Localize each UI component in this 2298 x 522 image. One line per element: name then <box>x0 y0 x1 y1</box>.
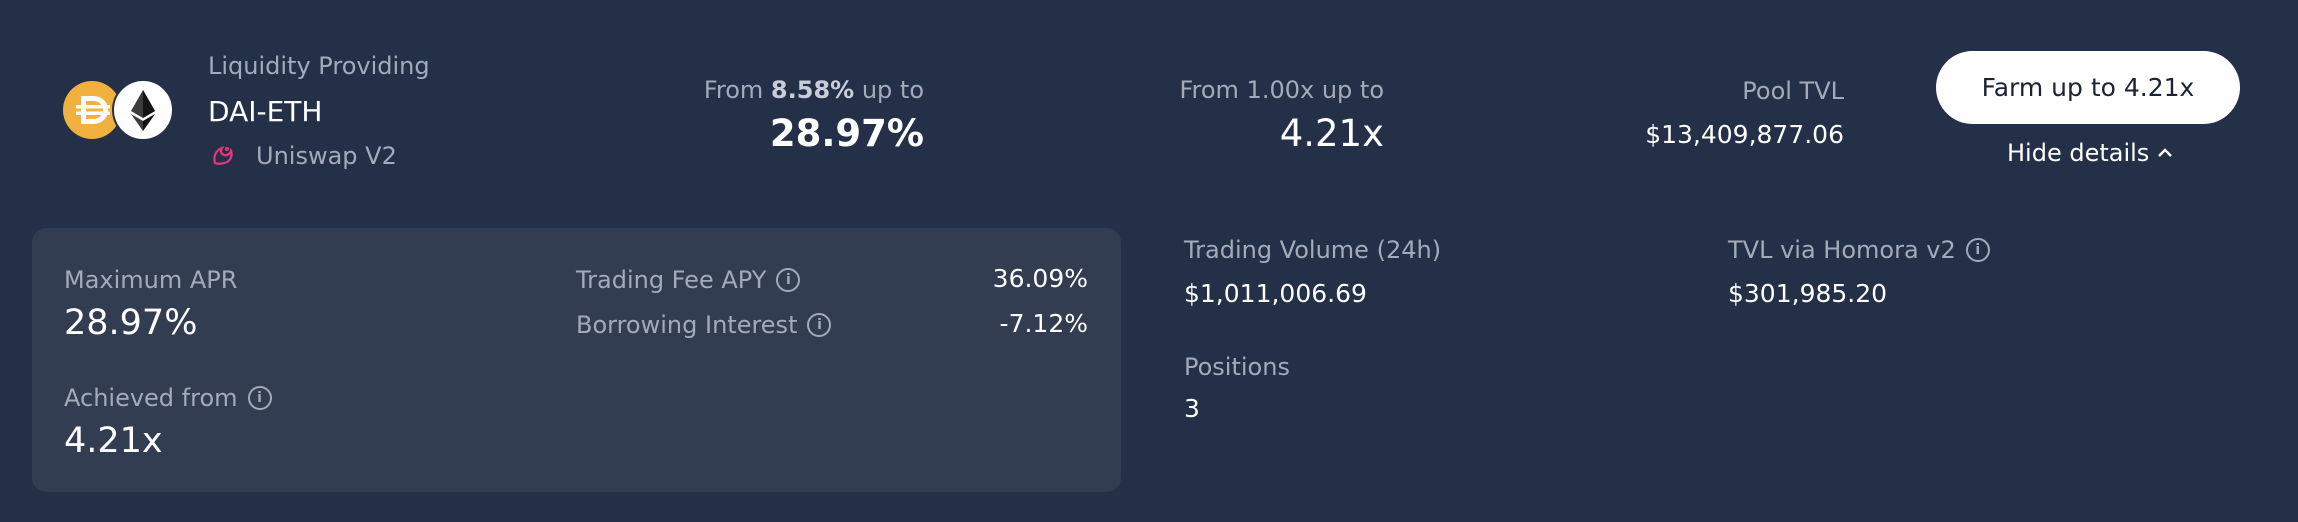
hide-details-toggle[interactable]: Hide details <box>2007 139 2173 167</box>
apr-min-value: 8.58% <box>770 76 855 104</box>
pool-tvl-label: Pool TVL <box>1742 77 1844 105</box>
borrowing-interest-label: Borrowing Interest i <box>576 311 832 339</box>
chevron-up-icon <box>2158 148 2173 157</box>
max-apr-value: 28.97% <box>64 303 198 343</box>
homora-tvl-value: $301,985.20 <box>1728 279 1888 308</box>
info-icon[interactable]: i <box>807 313 832 337</box>
apr-details-panel: Maximum APR 28.97% Achieved from i 4.21x… <box>32 228 1121 492</box>
info-icon[interactable]: i <box>247 386 272 410</box>
hide-details-label: Hide details <box>2007 139 2150 167</box>
leverage-range-label: From 1.00x up to <box>1179 76 1384 104</box>
trading-fee-value: 36.09% <box>992 264 1088 293</box>
pool-tvl-value: $13,409,877.06 <box>1645 120 1844 149</box>
apr-max-value: 28.97% <box>769 112 924 155</box>
homora-tvl-label: TVL via Homora v2 i <box>1728 236 1990 264</box>
leverage-max-value: 4.21x <box>1279 112 1384 155</box>
pool-category: Liquidity Providing <box>208 52 430 80</box>
info-icon[interactable]: i <box>776 268 801 292</box>
dex-name: Uniswap V2 <box>256 142 397 170</box>
positions-value: 3 <box>1184 394 1200 423</box>
trading-volume-value: $1,011,006.69 <box>1184 279 1367 308</box>
eth-token-icon <box>112 79 174 141</box>
farm-button[interactable]: Farm up to 4.21x <box>1936 51 2240 124</box>
pair-name: DAI-ETH <box>208 95 323 128</box>
borrowing-interest-value: -7.12% <box>999 309 1088 338</box>
trading-fee-label: Trading Fee APY i <box>576 266 801 294</box>
apr-range-label: From 8.58% up to <box>703 76 924 104</box>
dai-token-icon <box>63 81 121 139</box>
achieved-from-label: Achieved from i <box>64 384 272 412</box>
trading-volume-label: Trading Volume (24h) <box>1184 236 1442 264</box>
positions-label: Positions <box>1184 353 1290 381</box>
uniswap-icon <box>210 142 236 172</box>
info-icon[interactable]: i <box>1965 238 1990 262</box>
achieved-from-value: 4.21x <box>64 421 163 461</box>
max-apr-label: Maximum APR <box>64 266 238 294</box>
